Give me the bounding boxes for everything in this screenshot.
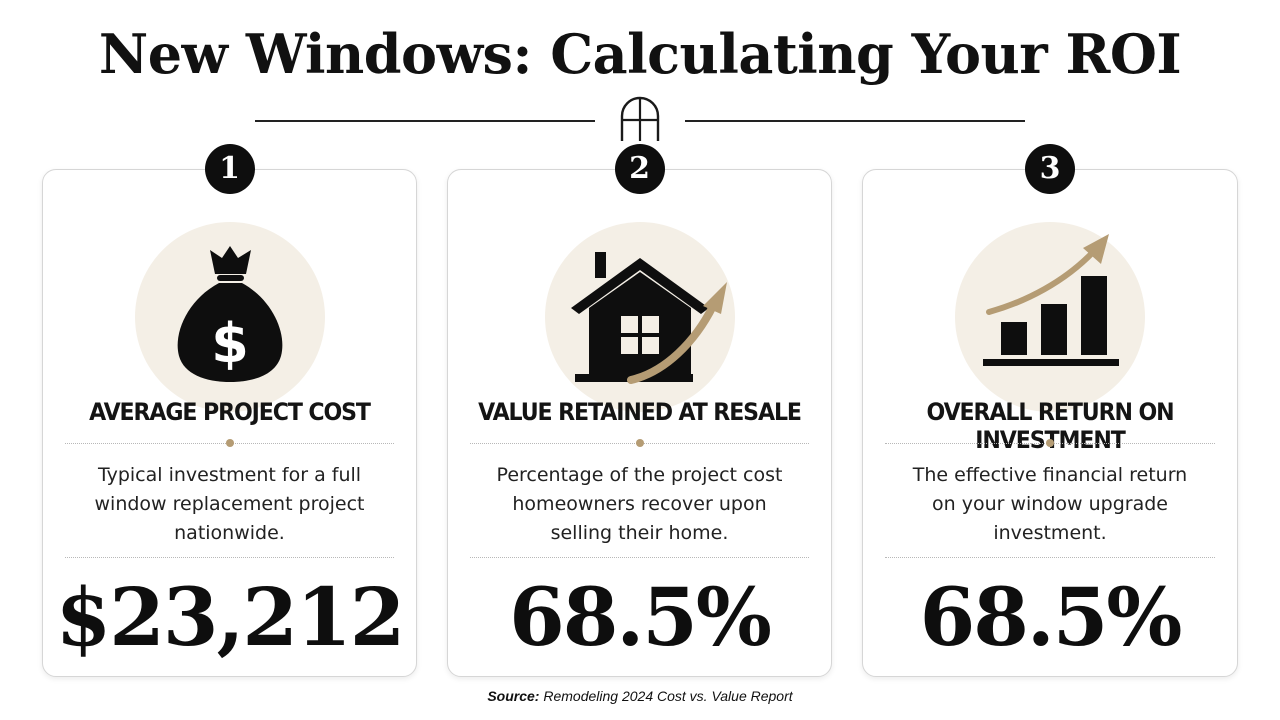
card-heading: AVERAGE PROJECT COST <box>89 398 371 426</box>
card-average-project-cost: 1 $ AVERAGE PROJECT COST Typical investm… <box>42 144 417 677</box>
card-description: Typical investment for a full window rep… <box>94 464 365 544</box>
growth-chart-icon <box>983 234 1119 366</box>
divider <box>470 557 809 558</box>
card-value: 68.5% <box>919 570 1183 664</box>
card-value-retained-at-resale: 2 VALUE RETAINED AT RESALE Percentage of… <box>447 144 832 677</box>
card-heading: VALUE RETAINED AT RESALE <box>478 398 802 426</box>
arched-window-icon <box>620 96 660 141</box>
card-overall-return-on-investment: 3 OVERALL RETURN ON INVESTMENT The effec… <box>862 144 1238 677</box>
page-title: New Windows: Calculating Your ROI <box>98 22 1182 86</box>
title-divider-right <box>685 120 1025 122</box>
icon-circle: $ <box>134 222 325 412</box>
icon-circle <box>544 222 735 412</box>
gold-dot <box>225 439 234 447</box>
source-label: Source: <box>487 688 540 704</box>
money-bag-icon: $ <box>177 246 282 382</box>
svg-text:$: $ <box>211 312 249 375</box>
divider <box>65 557 394 558</box>
source-text: Remodeling 2024 Cost vs. Value Report <box>543 688 793 704</box>
step-badge: 3 <box>1025 144 1075 194</box>
source-citation: Source: Remodeling 2024 Cost vs. Value R… <box>0 688 1280 704</box>
card-value: $23,212 <box>55 570 406 664</box>
card-heading: OVERALL RETURN ON INVESTMENT <box>926 398 1175 454</box>
gold-dot <box>635 439 644 447</box>
divider <box>885 557 1215 558</box>
step-badge: 2 <box>614 144 665 194</box>
title-divider-left <box>255 120 595 122</box>
card-value: 68.5% <box>509 570 772 664</box>
step-badge: 1 <box>204 144 255 194</box>
house-growth-icon <box>570 252 727 384</box>
card-description: The effective financial return on your w… <box>912 464 1188 544</box>
card-description: Percentage of the project cost homeowner… <box>496 464 783 544</box>
icon-circle <box>955 222 1145 412</box>
gold-dot <box>1046 439 1054 447</box>
